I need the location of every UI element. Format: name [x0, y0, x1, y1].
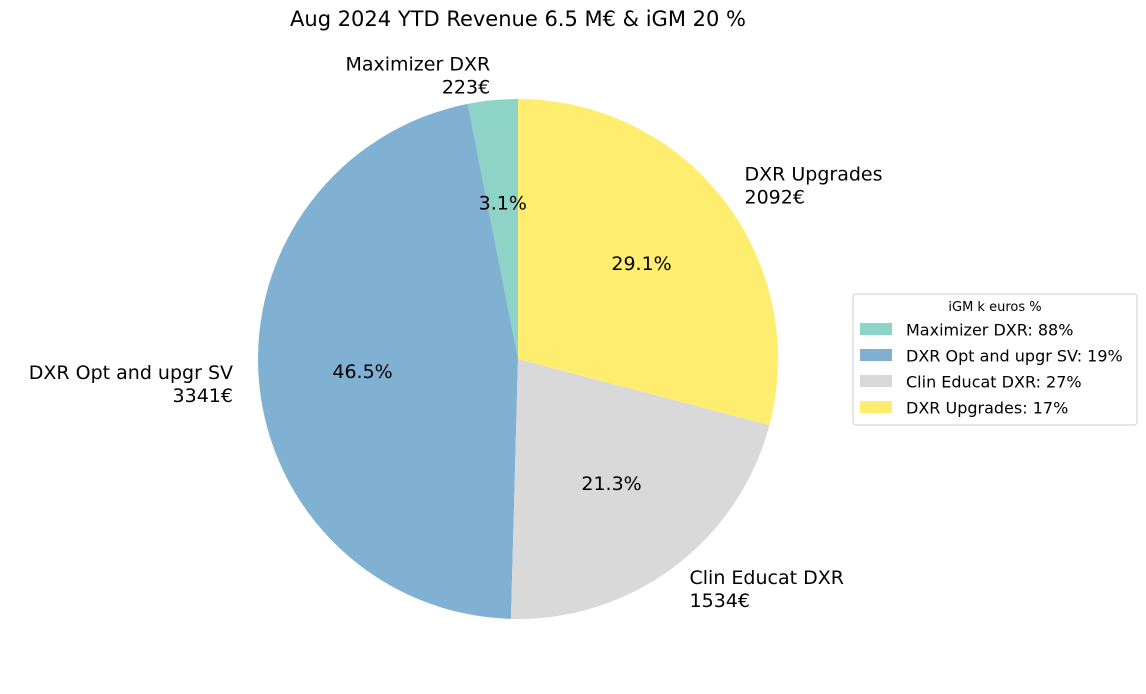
legend-swatch-clin-educat-dxr — [860, 375, 892, 387]
pie-slice-dxr-upgrades — [518, 99, 778, 426]
slice-label-maximizer-dxr: Maximizer DXR 223€ — [345, 53, 490, 98]
legend-swatch-dxr-upgrades — [860, 401, 892, 413]
legend-items: Maximizer DXR: 88% DXR Opt and upgr SV: 1… — [860, 321, 1123, 418]
legend-swatch-dxr-opt-and-upgr-sv — [860, 349, 892, 361]
percent-label-maximizer-dxr: 3.1% — [479, 193, 527, 215]
slice-label-dxr-upgrades: DXR Upgrades 2092€ — [745, 163, 883, 208]
legend-entry-dxr-upgrades: DXR Upgrades: 17% — [906, 399, 1068, 418]
slice-label-name: DXR Opt and upgr SV — [29, 362, 233, 384]
slice-label-value: 223€ — [442, 76, 490, 98]
slice-label-name: Maximizer DXR — [345, 53, 490, 75]
slice-label-value: 3341€ — [173, 385, 233, 407]
slice-labels: Maximizer DXR 223€ DXR Opt and upgr SV 3341… — [29, 53, 883, 611]
slice-label-value: 2092€ — [745, 186, 805, 208]
slice-label-value: 1534€ — [690, 590, 750, 612]
pie-slices — [257, 99, 778, 619]
legend-entry-maximizer-dxr: Maximizer DXR: 88% — [906, 321, 1073, 340]
slice-label-name: Clin Educat DXR — [690, 567, 844, 589]
pie-slice-clin-educat-dxr — [510, 359, 770, 619]
pie-slice-dxr-opt-and-upgr-sv — [257, 103, 518, 619]
slice-label-dxr-opt-and-upgr-sv: DXR Opt and upgr SV 3341€ — [29, 362, 233, 407]
legend-title: iGM k euros % — [948, 300, 1041, 315]
slice-label-clin-educat-dxr: Clin Educat DXR 1534€ — [690, 567, 844, 612]
slice-label-name: DXR Upgrades — [745, 163, 883, 185]
percent-label-clin-educat-dxr: 21.3% — [581, 473, 641, 495]
percent-label-dxr-upgrades: 29.1% — [611, 253, 671, 275]
percent-labels: 3.1% 46.5% 21.3% 29.1% — [332, 193, 671, 495]
legend-swatch-maximizer-dxr — [860, 323, 892, 335]
legend: iGM k euros % Maximizer DXR: 88% DXR Opt … — [852, 293, 1138, 426]
legend-entry-clin-educat-dxr: Clin Educat DXR: 27% — [906, 373, 1082, 392]
percent-label-dxr-opt-and-upgr-sv: 46.5% — [332, 361, 392, 383]
legend-frame — [852, 293, 1138, 426]
legend-entry-dxr-opt-and-upgr-sv: DXR Opt and upgr SV: 19% — [906, 347, 1123, 366]
pie-slice-maximizer-dxr — [467, 99, 518, 359]
chart-title: Aug 2024 YTD Revenue 6.5 M€ & iGM 20 % — [290, 7, 746, 31]
